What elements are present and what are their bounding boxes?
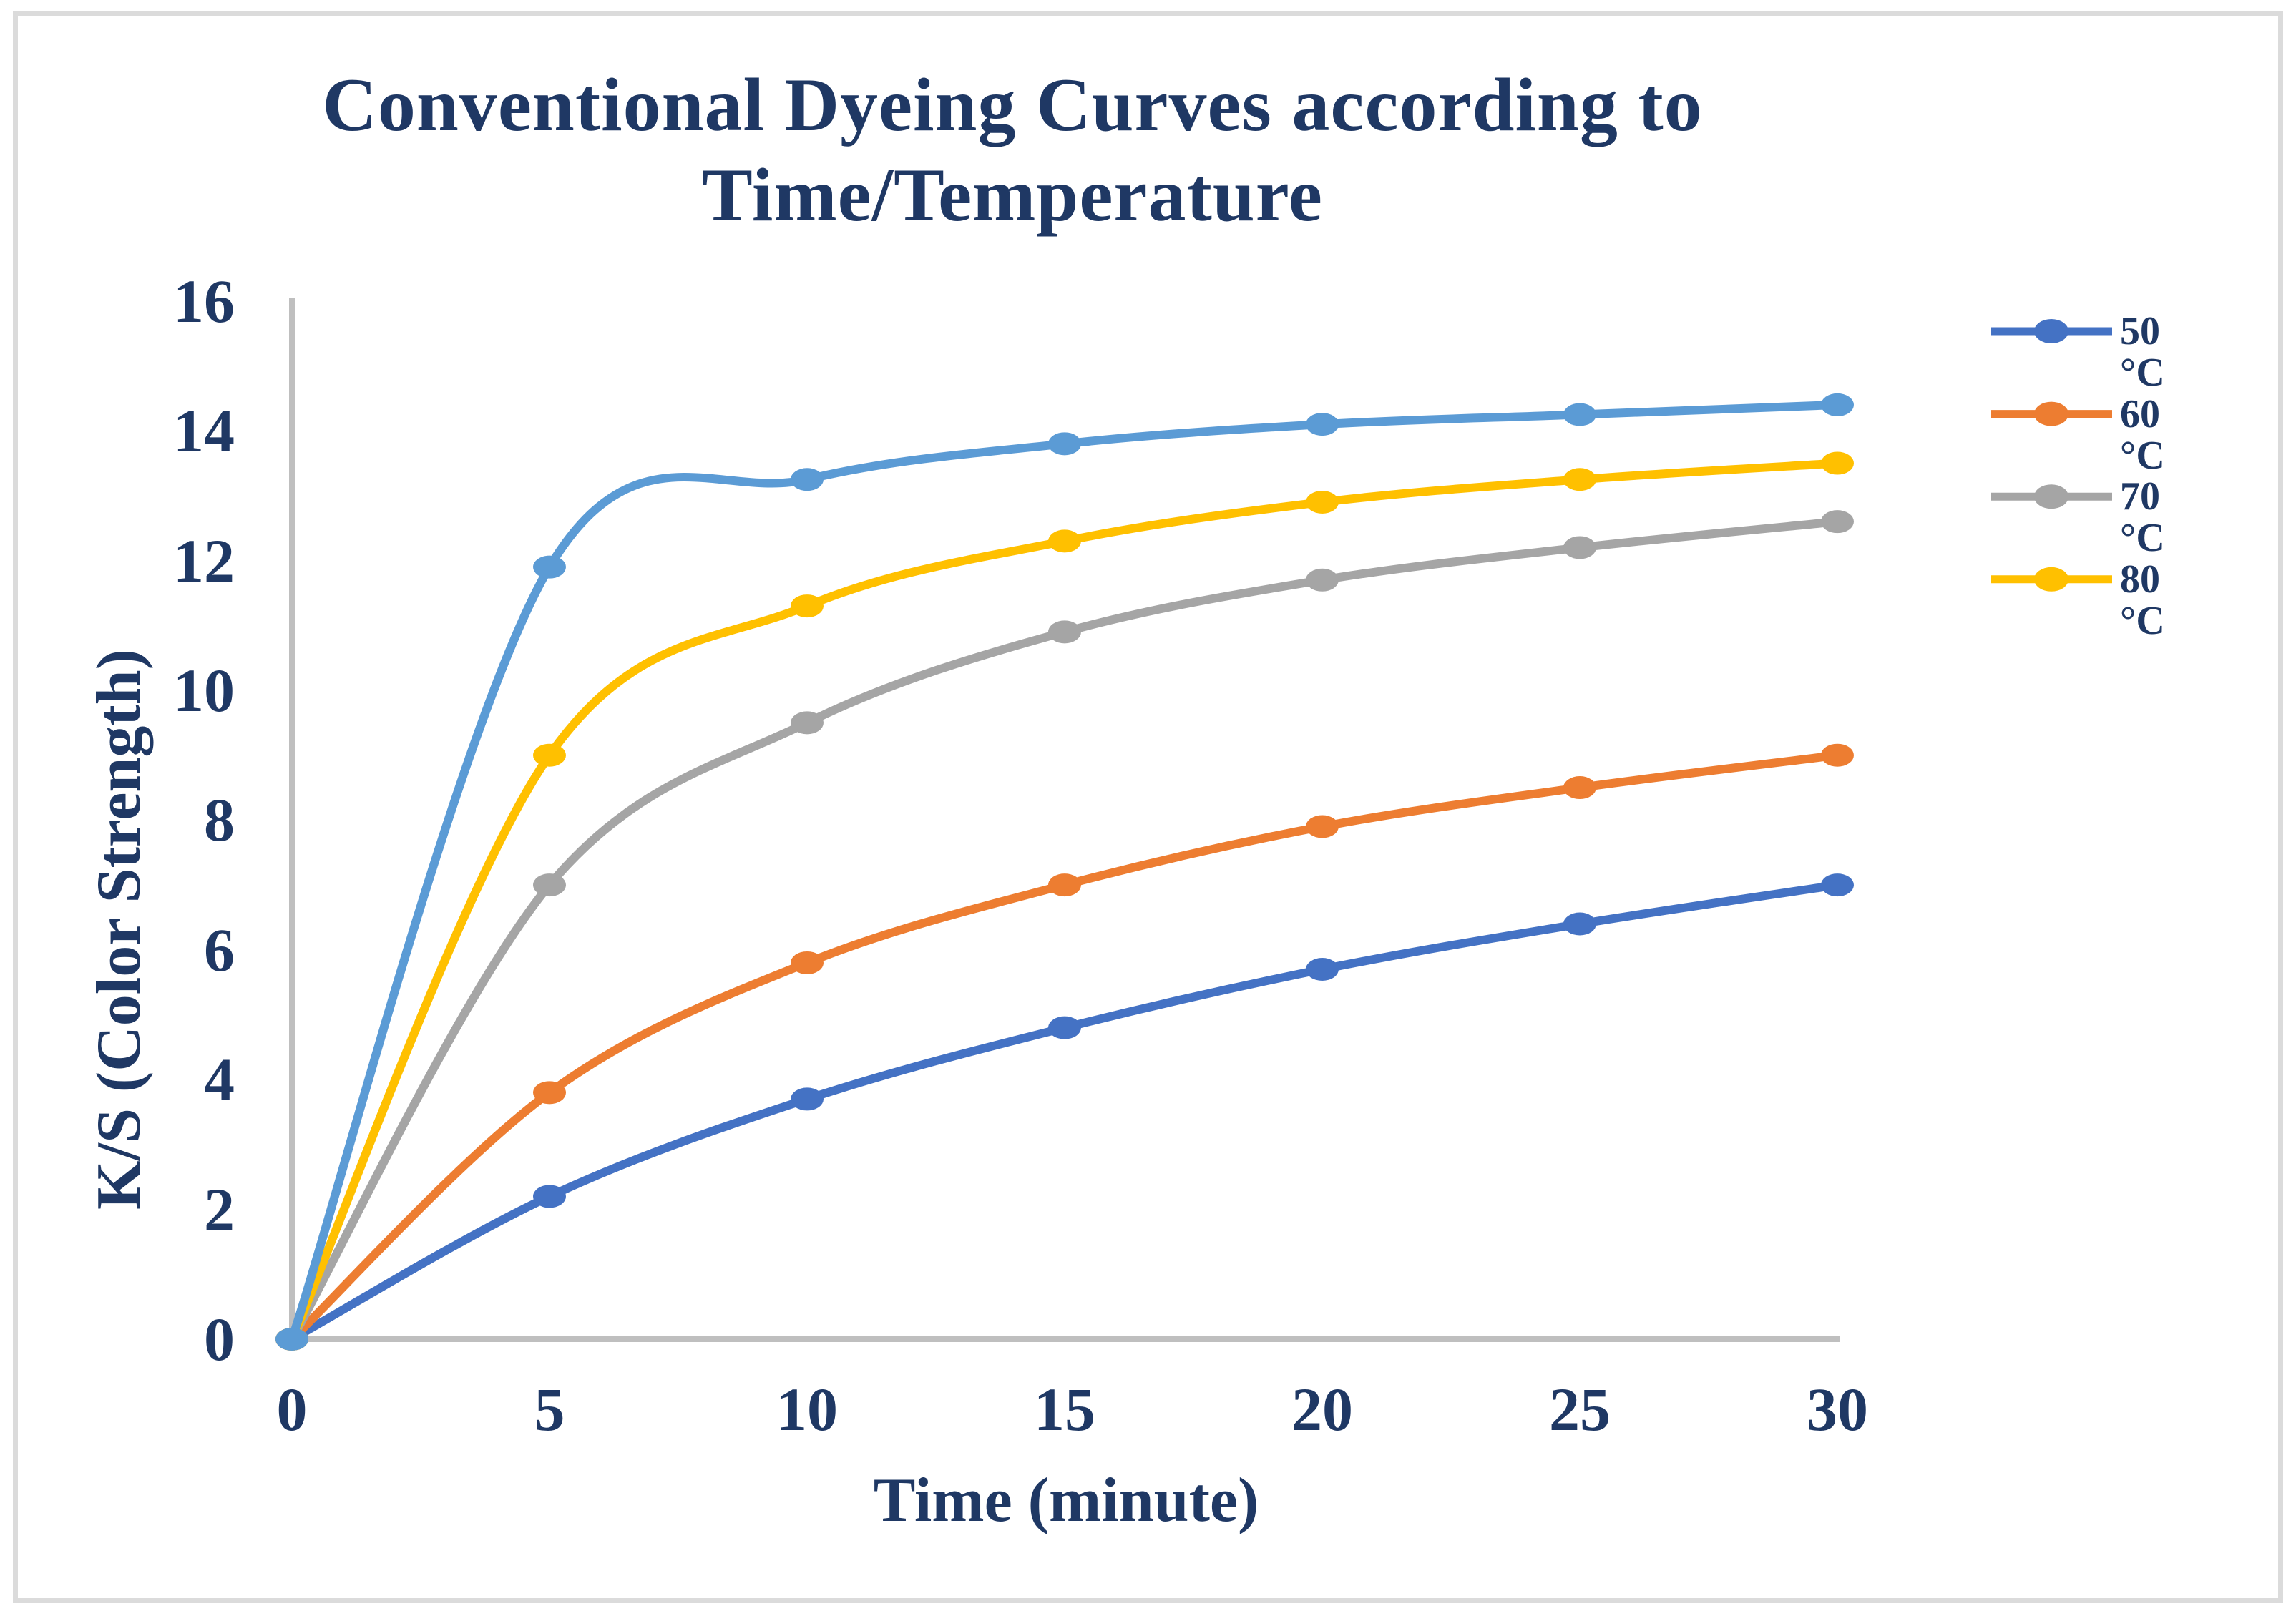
y-tick-label-2: 2 xyxy=(204,1175,235,1244)
legend-swatch-marker-50 °C xyxy=(2034,319,2068,343)
y-tick-label-8: 8 xyxy=(204,785,235,855)
legend-label-line2: °C xyxy=(2120,433,2165,478)
chart-title: Conventional Dyeing Curves according to … xyxy=(215,60,1810,240)
series-line-light-blue xyxy=(288,400,1842,1343)
data-point-70 °C-t30 xyxy=(1821,510,1854,534)
legend-label-line1: 50 xyxy=(2120,309,2160,353)
legend-label-80 °C: 80 °C xyxy=(2120,559,2296,642)
data-point-80 °C-t5 xyxy=(533,743,566,767)
legend-label-70 °C: 70 °C xyxy=(2120,476,2296,559)
data-point-80 °C-t15 xyxy=(1048,529,1081,553)
x-tick-label-30: 30 xyxy=(1807,1375,1868,1444)
x-tick-label-5: 5 xyxy=(534,1375,565,1444)
data-point-80 °C-t30 xyxy=(1821,451,1854,475)
series-line-80 °C xyxy=(288,459,1842,1343)
x-tick-label-10: 10 xyxy=(776,1375,838,1444)
data-point-70 °C-t10 xyxy=(791,711,824,735)
legend-label-50 °C: 50 °C xyxy=(2120,310,2296,393)
data-point-50 °C-t5 xyxy=(533,1185,566,1208)
data-point-light-blue-t15 xyxy=(1048,432,1081,456)
y-tick-label-0: 0 xyxy=(204,1305,235,1373)
data-point-50 °C-t20 xyxy=(1306,958,1339,981)
y-tick-label-10: 10 xyxy=(173,656,235,725)
x-tick-label-20: 20 xyxy=(1291,1375,1353,1444)
legend-swatch-marker-70 °C xyxy=(2034,484,2068,509)
data-point-50 °C-t25 xyxy=(1563,912,1596,936)
data-point-80 °C-t25 xyxy=(1563,468,1596,491)
data-point-60 °C-t30 xyxy=(1821,743,1854,767)
data-point-70 °C-t25 xyxy=(1563,536,1596,559)
data-point-light-blue-t25 xyxy=(1563,403,1596,426)
legend-label-line1: 70 xyxy=(2120,474,2160,519)
legend-swatch-marker-60 °C xyxy=(2034,401,2068,426)
data-point-60 °C-t20 xyxy=(1306,815,1339,838)
y-tick-label-14: 14 xyxy=(173,396,235,466)
data-point-light-blue-t0 xyxy=(275,1328,308,1351)
y-tick-label-16: 16 xyxy=(173,266,235,336)
legend-label-60 °C: 60 °C xyxy=(2120,393,2296,476)
data-point-50 °C-t30 xyxy=(1821,873,1854,897)
data-point-60 °C-t15 xyxy=(1048,873,1081,897)
data-point-60 °C-t5 xyxy=(533,1081,566,1105)
x-tick-label-15: 15 xyxy=(1034,1375,1095,1444)
x-tick-label-25: 25 xyxy=(1549,1375,1611,1444)
data-point-80 °C-t10 xyxy=(791,594,824,618)
chart-title-line2: Time/Temperature xyxy=(702,153,1323,237)
data-point-light-blue-t5 xyxy=(533,555,566,579)
data-point-light-blue-t30 xyxy=(1821,393,1854,416)
legend-label-line2: °C xyxy=(2120,351,2165,395)
series-line-60 °C xyxy=(288,750,1842,1343)
data-point-70 °C-t15 xyxy=(1048,620,1081,644)
legend-swatch-marker-80 °C xyxy=(2034,567,2068,592)
legend-label-line2: °C xyxy=(2120,598,2165,643)
legend-label-line1: 80 xyxy=(2120,557,2160,602)
chart-title-line1: Conventional Dyeing Curves according to xyxy=(322,63,1703,147)
y-tick-label-4: 4 xyxy=(204,1045,235,1115)
data-point-70 °C-t20 xyxy=(1306,568,1339,592)
data-point-80 °C-t20 xyxy=(1306,490,1339,514)
data-point-light-blue-t20 xyxy=(1306,413,1339,436)
data-point-60 °C-t10 xyxy=(791,951,824,974)
series-line-70 °C xyxy=(288,517,1842,1343)
y-tick-label-6: 6 xyxy=(204,915,235,984)
x-axis-title: Time (minute) xyxy=(873,1466,1259,1535)
x-tick-label-0: 0 xyxy=(276,1375,308,1444)
data-point-50 °C-t15 xyxy=(1048,1016,1081,1039)
legend-label-line2: °C xyxy=(2120,516,2165,561)
data-point-50 °C-t10 xyxy=(791,1087,824,1111)
data-point-70 °C-t5 xyxy=(533,873,566,897)
data-point-light-blue-t10 xyxy=(791,468,824,491)
y-tick-label-12: 12 xyxy=(173,526,235,595)
legend-label-line1: 60 xyxy=(2120,391,2160,436)
data-point-60 °C-t25 xyxy=(1563,776,1596,800)
